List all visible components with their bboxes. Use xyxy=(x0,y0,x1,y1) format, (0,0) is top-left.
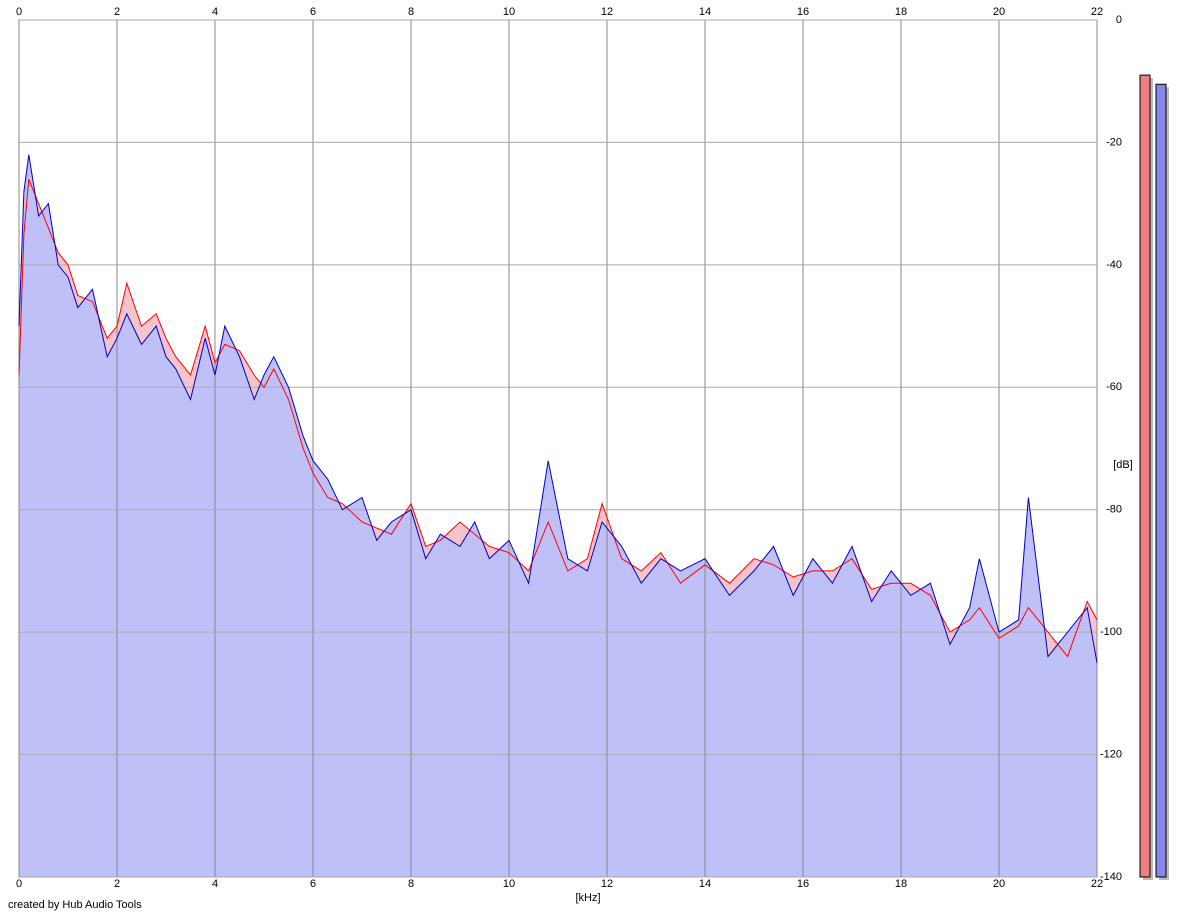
x-tick-label: 10 xyxy=(503,878,515,890)
y-tick-label: -140 xyxy=(1100,871,1122,883)
x-tick-label: 14 xyxy=(699,6,711,18)
x-tick-label: 18 xyxy=(895,6,907,18)
x-tick-label: 16 xyxy=(797,878,809,890)
x-tick-label: 12 xyxy=(601,6,613,18)
spectrum-line xyxy=(18,154,1098,663)
y-tick-label: -80 xyxy=(1106,504,1122,516)
x-tick-label: 2 xyxy=(114,878,120,890)
x-tick-label: 6 xyxy=(310,6,316,18)
y-tick-label: -20 xyxy=(1106,136,1122,148)
level-meter xyxy=(1155,83,1167,878)
x-tick-label: 20 xyxy=(993,878,1005,890)
x-tick-label: 14 xyxy=(699,878,711,890)
y-tick-label: 0 xyxy=(1116,14,1122,26)
spectrum-area xyxy=(19,154,1097,877)
x-tick-label: 4 xyxy=(212,878,218,890)
y-tick-label: -120 xyxy=(1100,748,1122,760)
level-meter xyxy=(1139,74,1151,878)
y-tick-label: -60 xyxy=(1106,381,1122,393)
x-tick-label: 8 xyxy=(408,878,414,890)
x-tick-label: 22 xyxy=(1091,878,1103,890)
y-axis-label: [dB] xyxy=(1113,459,1133,471)
x-tick-label: 2 xyxy=(114,6,120,18)
x-tick-label: 10 xyxy=(503,6,515,18)
y-tick-label: -100 xyxy=(1100,626,1122,638)
x-tick-label: 16 xyxy=(797,6,809,18)
x-tick-label: 12 xyxy=(601,878,613,890)
x-tick-label: 18 xyxy=(895,878,907,890)
x-tick-label: 4 xyxy=(212,6,218,18)
x-tick-label: 22 xyxy=(1091,6,1103,18)
x-axis-label: [kHz] xyxy=(575,892,600,904)
x-tick-label: 6 xyxy=(310,878,316,890)
x-tick-label: 0 xyxy=(16,6,22,18)
x-tick-label: 0 xyxy=(16,878,22,890)
x-tick-label: 8 xyxy=(408,6,414,18)
credit: created by Hub Audio Tools xyxy=(8,899,142,911)
x-tick-label: 20 xyxy=(993,6,1005,18)
y-tick-label: -40 xyxy=(1106,259,1122,271)
